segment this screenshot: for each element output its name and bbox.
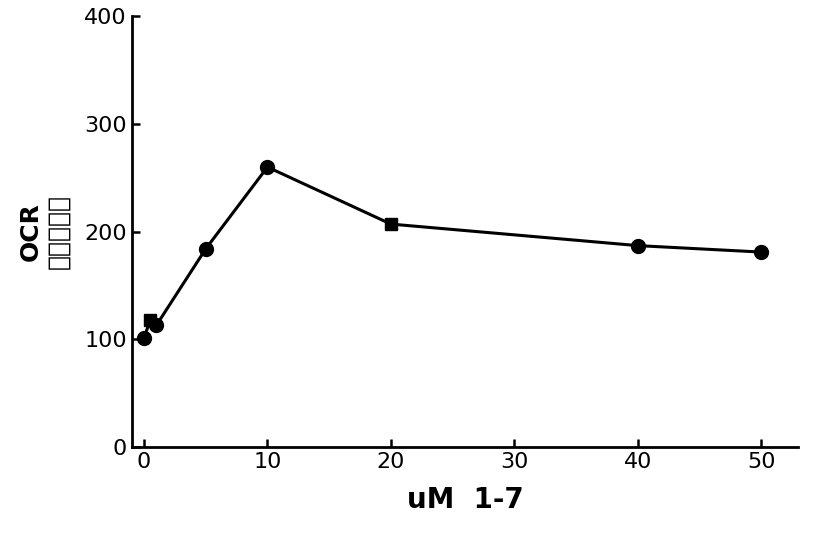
X-axis label: uM  1-7: uM 1-7 xyxy=(407,486,523,513)
Y-axis label: OCR
（基础％）: OCR （基础％） xyxy=(18,194,70,269)
